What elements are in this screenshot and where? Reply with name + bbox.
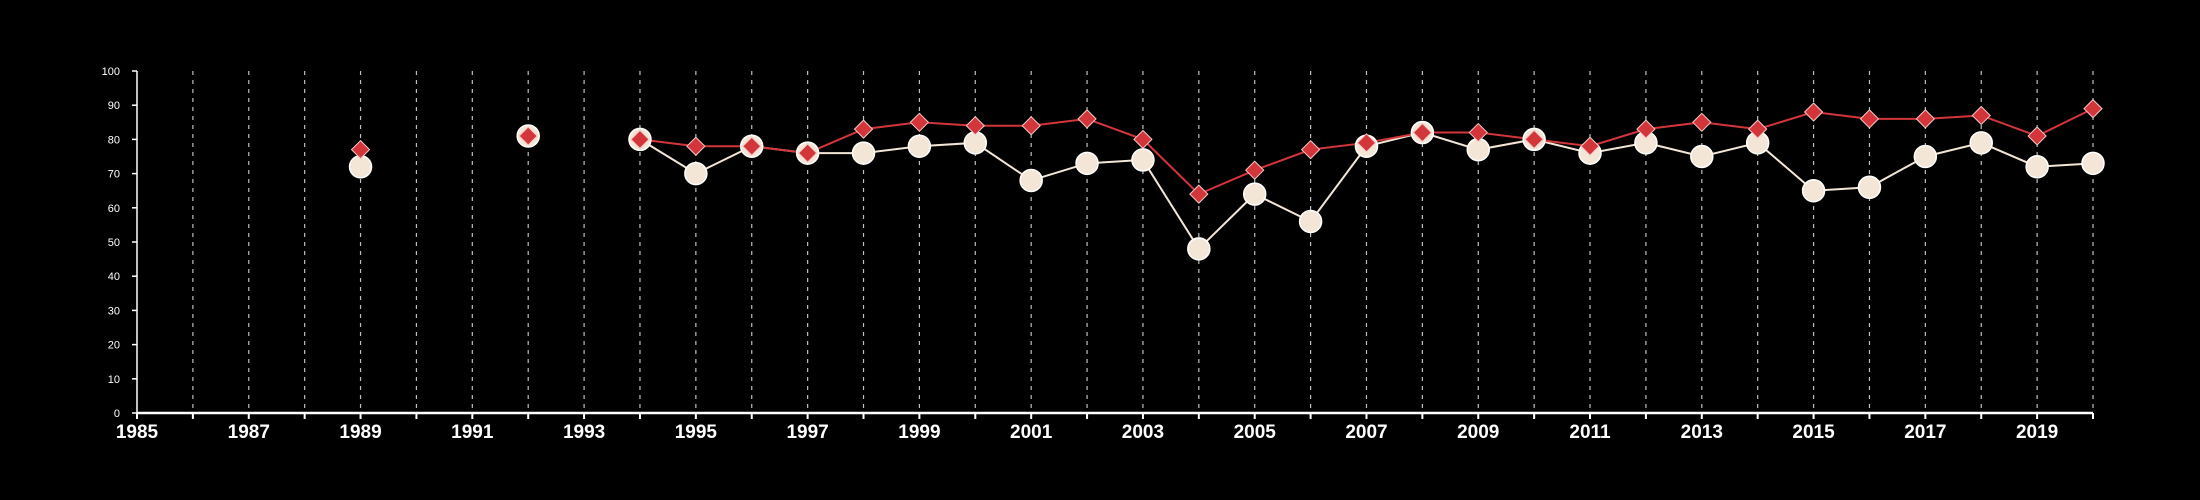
point-diamond-2020 — [2083, 98, 2103, 119]
point-diamond-1997 — [797, 143, 818, 163]
point-circle-2016 — [1857, 175, 1882, 200]
point-diamond-1995 — [686, 136, 706, 156]
point-diamond-2016 — [1859, 109, 1880, 129]
point-diamond-2004 — [1189, 184, 1209, 204]
point-diamond-2014 — [1747, 119, 1768, 139]
point-diamond-2000 — [965, 116, 985, 136]
point-diamond-1992 — [518, 126, 538, 146]
x-tick-label-2003: 2003 — [1122, 422, 1164, 443]
x-tick-label-2009: 2009 — [1457, 422, 1499, 443]
point-diamond-2018 — [1971, 105, 1991, 126]
y-tick-label-70: 70 — [108, 169, 120, 181]
point-diamond-2003 — [1133, 129, 1153, 150]
y-tick-label-30: 30 — [108, 305, 120, 317]
y-tick-label-10: 10 — [108, 374, 120, 386]
point-diamond-2015 — [1803, 102, 1824, 122]
y-tick-label-60: 60 — [108, 203, 120, 215]
point-diamond-2017 — [1915, 109, 1936, 129]
x-tick-label-2015: 2015 — [1792, 422, 1835, 443]
point-circle-2001 — [1019, 168, 1043, 193]
y-tick-label-50: 50 — [108, 237, 120, 249]
point-diamond-2019 — [2027, 126, 2047, 146]
y-tick-label-20: 20 — [108, 340, 120, 352]
x-tick-label-1989: 1989 — [339, 422, 381, 443]
x-tick-label-2019: 2019 — [2016, 422, 2058, 443]
point-diamond-2007 — [1356, 133, 1377, 153]
point-circle-1999 — [907, 134, 932, 158]
x-tick-label-1995: 1995 — [675, 422, 718, 443]
point-diamond-2011 — [1580, 136, 1600, 156]
series-area — [348, 98, 2105, 261]
point-circle-1998 — [851, 141, 876, 165]
point-circle-2015 — [1801, 178, 1826, 203]
point-circle-2018 — [1969, 131, 1993, 155]
y-tick-label-0: 0 — [114, 408, 120, 420]
x-tick-label-2013: 2013 — [1681, 422, 1723, 443]
x-tick-label-2011: 2011 — [1569, 422, 1611, 443]
x-tick-label-1993: 1993 — [563, 422, 605, 443]
point-diamond-1999 — [909, 112, 930, 133]
point-circle-2020 — [2081, 151, 2105, 176]
point-circle-2004 — [1187, 237, 1211, 261]
point-diamond-2012 — [1636, 119, 1656, 139]
point-circle-2017 — [1913, 144, 1938, 169]
x-tick-label-2001: 2001 — [1010, 422, 1053, 443]
point-diamond-1998 — [853, 119, 874, 139]
y-tick-label-100: 100 — [102, 66, 120, 78]
point-circle-2006 — [1298, 209, 1323, 234]
grid — [192, 71, 2094, 413]
point-diamond-1996 — [742, 136, 762, 156]
x-tick-label-2017: 2017 — [1904, 422, 1946, 443]
point-diamond-2005 — [1245, 160, 1265, 180]
point-diamond-2013 — [1692, 112, 1712, 133]
x-tick-label-2005: 2005 — [1234, 422, 1277, 443]
y-tick-label-90: 90 — [108, 100, 120, 112]
axes: 1985 1987 1989 1991 1993 1995 1997 1999 2001 2003… — [102, 66, 2094, 443]
x-tick-label-1985: 1985 — [116, 422, 159, 443]
point-circle-2019 — [2025, 155, 2049, 179]
y-tick-label-40: 40 — [108, 271, 120, 283]
point-circle-2005 — [1242, 182, 1267, 206]
point-diamond-1989 — [350, 139, 371, 160]
point-diamond-2001 — [1021, 116, 1041, 136]
point-circle-2002 — [1075, 151, 1099, 176]
y-tick-label-80: 80 — [108, 134, 120, 146]
point-diamond-2010 — [1524, 129, 1544, 150]
point-diamond-1994 — [630, 129, 650, 150]
x-tick-label-1997: 1997 — [786, 422, 828, 443]
x-tick-label-2007: 2007 — [1345, 422, 1387, 443]
point-circle-2013 — [1690, 144, 1714, 169]
point-diamond-2008 — [1412, 122, 1433, 143]
x-tick-label-1991: 1991 — [451, 422, 494, 443]
x-tick-label-1987: 1987 — [228, 422, 270, 443]
x-tick-label-1999: 1999 — [898, 422, 940, 443]
point-circle-2003 — [1131, 148, 1155, 172]
point-diamond-2006 — [1300, 139, 1321, 160]
point-diamond-2002 — [1077, 109, 1097, 129]
point-circle-1995 — [684, 161, 708, 186]
point-diamond-2009 — [1468, 122, 1488, 143]
